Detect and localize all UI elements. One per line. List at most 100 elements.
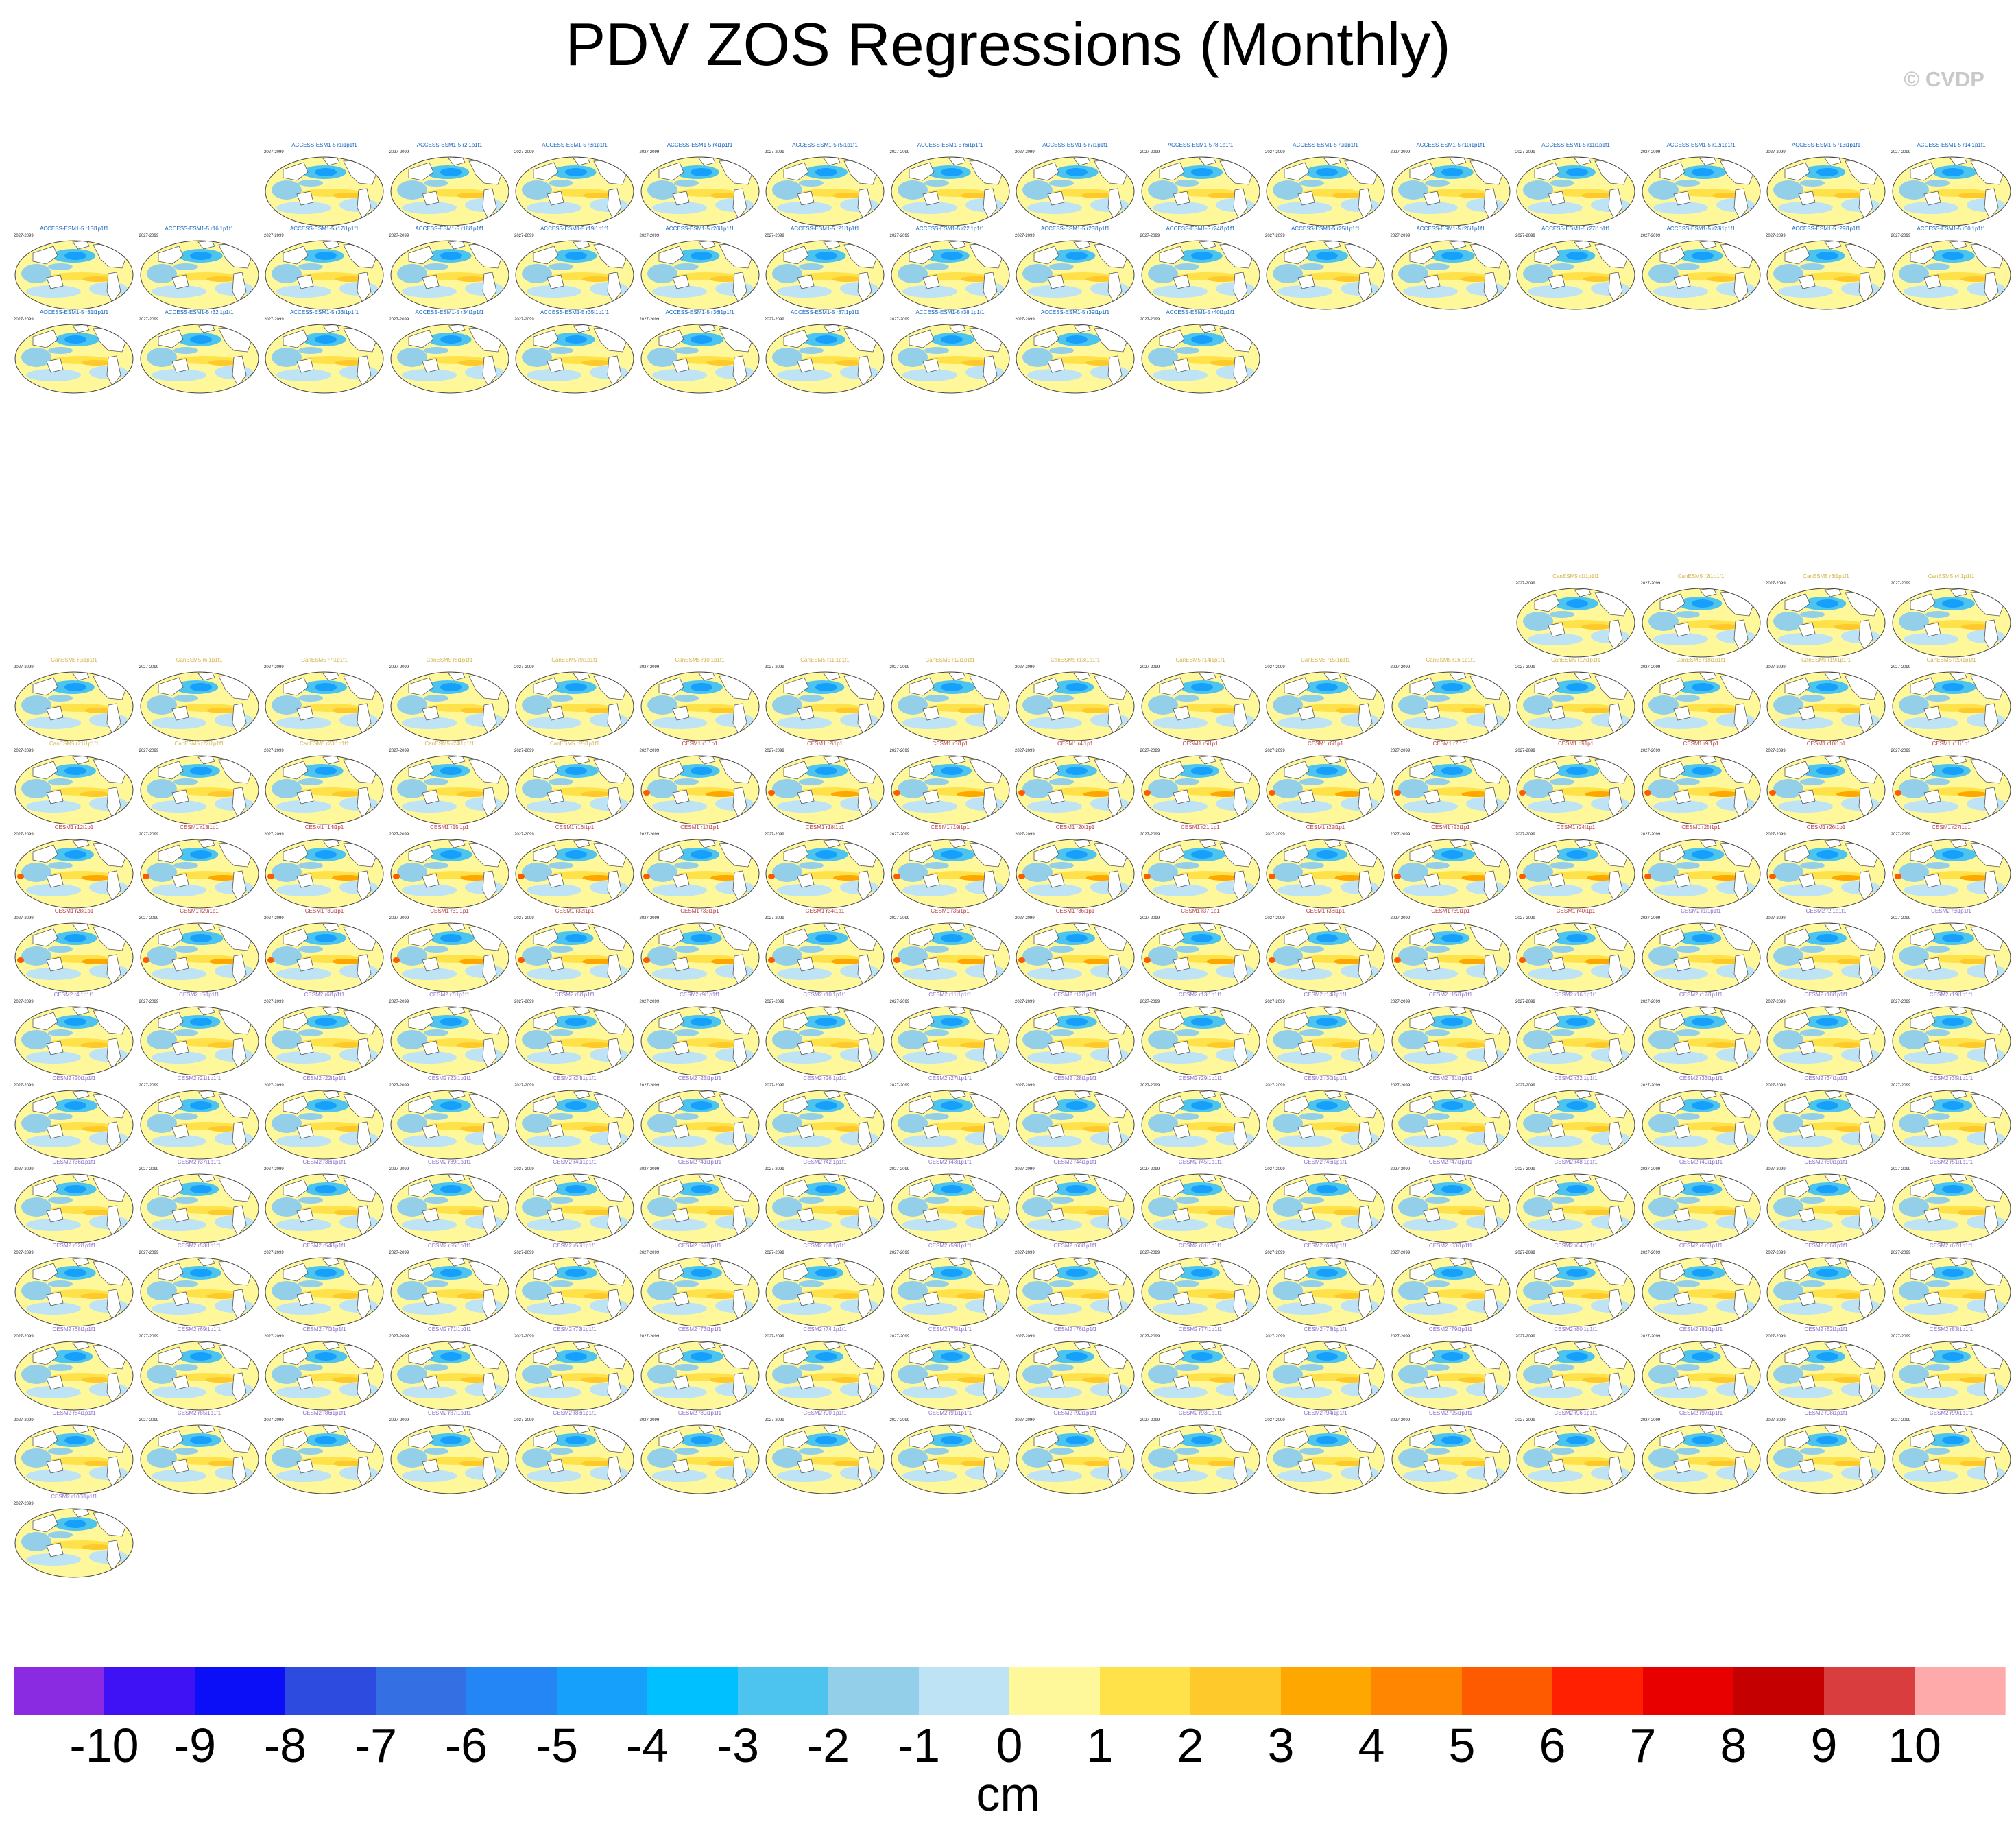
regression-anomaly	[331, 791, 362, 797]
continent-outline	[296, 274, 314, 289]
continent-outline	[909, 761, 934, 780]
continent-outline	[482, 703, 496, 735]
regression-anomaly	[1332, 1210, 1363, 1215]
regression-anomaly	[1583, 1210, 1613, 1215]
regression-anomaly	[1424, 862, 1450, 869]
regression-anomaly	[1566, 599, 1588, 608]
regression-anomaly	[1457, 1210, 1488, 1215]
continent-outline	[983, 355, 997, 387]
regression-anomaly	[1903, 285, 1958, 298]
regression-anomaly	[565, 850, 587, 859]
continent-outline	[1358, 703, 1373, 735]
regression-anomaly	[276, 202, 331, 214]
regression-map	[1391, 1006, 1510, 1076]
regression-map	[14, 755, 134, 825]
panel-member-label: ACCESS-ESM1-5 r20i1p1f1	[665, 226, 734, 232]
panel-years-label: 2027-2099	[639, 1000, 660, 1004]
regression-anomaly	[1277, 717, 1332, 729]
regression-map	[891, 1006, 1009, 1076]
continent-outline	[547, 789, 564, 804]
regression-anomaly	[1174, 1448, 1199, 1455]
continent-outline	[283, 246, 309, 265]
panel-years-label: 2027-2099	[1265, 916, 1285, 920]
regression-anomaly	[1143, 957, 1151, 963]
regression-map	[14, 671, 134, 741]
regression-anomaly	[1316, 1436, 1338, 1444]
map-border	[1391, 755, 1510, 825]
regression-anomaly	[298, 1364, 323, 1371]
regression-anomaly	[151, 717, 206, 729]
map-border	[140, 324, 259, 394]
regression-anomaly	[21, 695, 51, 715]
continent-outline	[1159, 761, 1184, 780]
regression-anomaly	[777, 369, 832, 381]
regression-anomaly	[401, 202, 457, 214]
panel-years-label: 2027-2099	[389, 665, 409, 669]
panel-years-label: 2027-2099	[14, 1000, 34, 1004]
regression-anomaly	[799, 347, 824, 354]
panel-member-label: CESM2 r89i1p1f1	[677, 1410, 722, 1416]
panel-member-label: CESM1 r20i1p1	[1055, 824, 1095, 831]
regression-anomaly	[522, 863, 552, 882]
continent-outline	[171, 358, 189, 373]
panel-member-label: ACCESS-ESM1-5 r27i1p1f1	[1541, 226, 1611, 232]
continent-outline	[283, 329, 309, 348]
continent-outline	[1784, 761, 1810, 780]
regression-anomaly	[940, 1018, 963, 1026]
colorbar-box	[104, 1667, 195, 1715]
panel-years-label: 2027-2099	[14, 318, 34, 322]
panel-member-label: CESM2 r62i1p1f1	[1304, 1243, 1347, 1249]
panel-years-label: 2027-2099	[139, 1084, 159, 1088]
panel-member-label: CESM2 r48i1p1f1	[1554, 1159, 1598, 1165]
regression-map	[140, 1341, 259, 1411]
regression-anomaly	[897, 779, 928, 798]
panel-years-label: 2027-2099	[765, 1000, 784, 1004]
continent-outline	[1047, 274, 1065, 289]
regression-anomaly	[189, 252, 212, 260]
panel-member-label: CESM1 r6i1p1	[1307, 741, 1344, 747]
map-border	[265, 671, 384, 741]
regression-map	[14, 1173, 134, 1243]
regression-anomaly	[1832, 875, 1862, 881]
regression-anomaly	[1898, 946, 1929, 966]
regression-anomaly	[1424, 946, 1450, 953]
continent-outline	[357, 870, 372, 902]
regression-anomaly	[1393, 790, 1401, 796]
regression-anomaly	[1523, 779, 1553, 798]
regression-map	[390, 671, 509, 741]
regression-map	[1516, 1257, 1635, 1327]
panel-years-label: 2027-2099	[264, 1418, 284, 1422]
regression-anomaly	[1066, 1185, 1088, 1193]
regression-anomaly	[298, 1029, 323, 1036]
regression-panel: CESM2 r44i1p1f1 2027-2099	[1013, 1159, 1137, 1244]
panel-years-label: 2027-2099	[264, 1251, 284, 1255]
panel-years-label: 2027-2099	[1766, 150, 1786, 154]
regression-map	[265, 324, 384, 394]
regression-anomaly	[647, 779, 677, 798]
regression-anomaly	[897, 863, 928, 882]
panel-member-label: CESM2 r93i1p1f1	[1178, 1410, 1223, 1416]
regression-anomaly	[1566, 850, 1588, 859]
regression-anomaly	[522, 1365, 552, 1384]
continent-outline	[1534, 677, 1560, 696]
regression-map	[1266, 240, 1385, 310]
regression-anomaly	[1523, 1197, 1553, 1217]
regression-panel: ACCESS-ESM1-5 r19i1p1f1 2027-2099	[513, 226, 636, 311]
regression-panel: CanESM5 r21i1p1f1 2027-2099	[12, 741, 136, 826]
regression-anomaly	[565, 1018, 587, 1026]
continent-outline	[1672, 274, 1690, 289]
regression-anomaly	[146, 264, 177, 283]
continent-outline	[1233, 787, 1247, 818]
regression-panel: CESM2 r92i1p1f1 2027-2099	[1013, 1410, 1137, 1495]
regression-map	[14, 839, 134, 909]
continent-outline	[1733, 703, 1748, 735]
regression-panel: CESM2 r83i1p1f1 2027-2099	[1890, 1326, 2013, 1411]
regression-anomaly	[1816, 1352, 1838, 1361]
regression-panel: CESM1 r29i1p1 2027-2099	[138, 908, 261, 993]
colorbar-box	[1915, 1667, 2006, 1715]
panel-years-label: 2027-2099	[389, 1251, 409, 1255]
regression-map	[1391, 1341, 1510, 1411]
panel-years-label: 2027-2099	[389, 1335, 409, 1339]
regression-panel: CESM2 r5i1p1f1 2027-2099	[138, 992, 261, 1077]
continent-outline	[1284, 162, 1310, 181]
